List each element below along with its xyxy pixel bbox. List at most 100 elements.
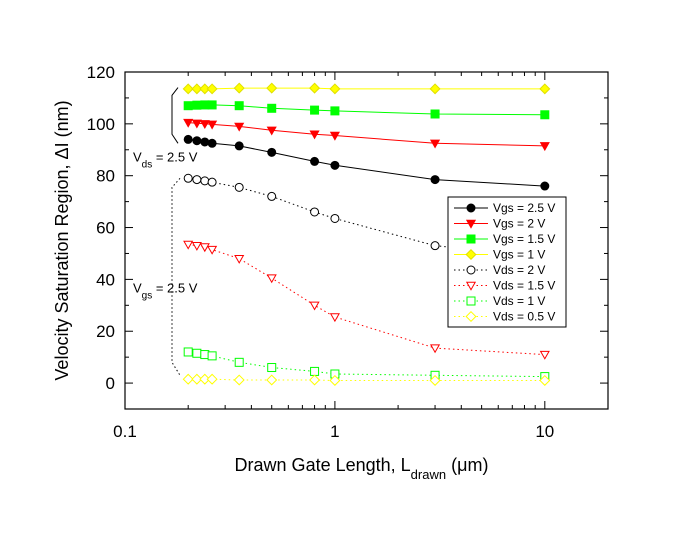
data-point bbox=[192, 348, 202, 358]
data-point bbox=[266, 82, 278, 94]
data-point bbox=[539, 350, 550, 360]
data-point bbox=[191, 119, 202, 129]
data-point bbox=[429, 344, 441, 354]
vds-bracket bbox=[171, 87, 179, 144]
data-point bbox=[191, 83, 203, 95]
data-point bbox=[192, 136, 202, 146]
data-point bbox=[539, 83, 551, 95]
data-point bbox=[183, 173, 193, 183]
y-tick-label: 80 bbox=[96, 167, 115, 186]
data-point bbox=[330, 160, 340, 170]
data-point bbox=[309, 301, 320, 311]
axes: 0 20 40 60 80 100 120 0.1 1 10 Drawn Gate Length, … bbox=[52, 63, 609, 482]
series-line-vds-2-v bbox=[188, 177, 545, 257]
data-point bbox=[191, 373, 203, 385]
legend-marker bbox=[465, 248, 477, 261]
data-point bbox=[429, 139, 441, 149]
data-point bbox=[267, 363, 277, 373]
data-point bbox=[207, 138, 217, 148]
data-point bbox=[207, 351, 217, 361]
legend-label: Vds = 1 V bbox=[493, 294, 545, 308]
series-line-vgs-2-v bbox=[188, 122, 545, 147]
data-point bbox=[267, 191, 277, 201]
plot-frame bbox=[124, 71, 609, 410]
y-tick-label: 40 bbox=[96, 270, 115, 289]
data-point bbox=[183, 134, 193, 144]
legend-entry-vgs-2-v: Vgs = 2 V bbox=[454, 217, 545, 231]
data-point bbox=[183, 118, 194, 128]
series-vgs-2-5-v bbox=[183, 134, 550, 191]
data-point bbox=[329, 131, 340, 141]
data-point bbox=[539, 374, 551, 386]
data-point bbox=[183, 240, 194, 250]
data-point bbox=[266, 274, 277, 284]
x-tick-label: 0.1 bbox=[113, 422, 137, 441]
legend-marker bbox=[465, 219, 477, 229]
x-axis-title: Drawn Gate Length, Ldrawn (μm) bbox=[235, 455, 489, 482]
data-point bbox=[429, 83, 441, 95]
data-point bbox=[330, 213, 340, 223]
series-vgs-1-v bbox=[182, 82, 551, 95]
series-vgs-2-v bbox=[183, 118, 550, 152]
data-point bbox=[206, 83, 218, 95]
data-point bbox=[234, 141, 244, 151]
data-point bbox=[267, 147, 277, 157]
data-point bbox=[183, 101, 193, 111]
series-layer bbox=[182, 82, 551, 386]
data-point bbox=[182, 83, 194, 95]
data-point bbox=[191, 241, 202, 251]
data-point bbox=[330, 106, 340, 116]
annotation-vds: Vds = 2.5 V bbox=[133, 149, 198, 170]
legend-entry-vds-1-5-v: Vds = 1.5 V bbox=[454, 279, 555, 293]
data-point bbox=[206, 373, 218, 385]
data-point bbox=[267, 103, 277, 113]
legend-entry-vds-1-v: Vds = 1 V bbox=[454, 294, 545, 308]
series-vds-1-5-v bbox=[183, 240, 550, 360]
data-point bbox=[199, 83, 211, 95]
data-point bbox=[329, 83, 341, 95]
y-axis-title: Velocity Saturation Region, ΔI (nm) bbox=[52, 100, 72, 380]
data-point bbox=[310, 105, 320, 115]
data-point bbox=[207, 177, 217, 187]
data-point bbox=[234, 101, 244, 111]
data-point bbox=[182, 373, 194, 385]
data-point bbox=[199, 243, 210, 253]
legend-marker bbox=[466, 296, 476, 306]
data-point bbox=[234, 182, 244, 192]
series-line-vds-1-v bbox=[188, 351, 545, 378]
legend-label: Vgs = 2.5 V bbox=[493, 201, 555, 215]
data-point bbox=[540, 181, 550, 191]
data-point bbox=[266, 374, 278, 386]
data-point bbox=[199, 373, 211, 385]
legend-entry-vds-2-v: Vds = 2 V bbox=[454, 263, 545, 277]
series-vds-0-5-v bbox=[182, 373, 551, 386]
annotations: Vds = 2.5 V Vgs = 2.5 V bbox=[133, 87, 198, 376]
data-point bbox=[329, 313, 340, 323]
legend-marker bbox=[466, 234, 476, 244]
data-point bbox=[539, 142, 550, 152]
annotation-vgs: Vgs = 2.5 V bbox=[133, 280, 198, 301]
data-point bbox=[266, 126, 277, 136]
data-point bbox=[183, 347, 193, 357]
legend-label: Vds = 1.5 V bbox=[493, 279, 555, 293]
series-vds-2-v bbox=[183, 173, 550, 261]
data-point bbox=[429, 374, 441, 386]
legend-entry-vgs-1-v: Vgs = 1 V bbox=[454, 248, 545, 262]
data-point bbox=[200, 176, 210, 186]
y-tick-label: 60 bbox=[96, 219, 115, 238]
legend-label: Vds = 0.5 V bbox=[493, 310, 555, 324]
data-point bbox=[310, 156, 320, 166]
legend-marker bbox=[465, 281, 477, 291]
x-tick-label: 1 bbox=[330, 422, 339, 441]
data-point bbox=[310, 366, 320, 376]
series-vgs-1-5-v bbox=[183, 100, 550, 120]
data-point bbox=[234, 357, 244, 367]
data-point bbox=[329, 374, 341, 386]
y-tick-label: 120 bbox=[87, 63, 115, 82]
data-point bbox=[430, 241, 440, 251]
data-point bbox=[234, 122, 245, 132]
data-point bbox=[430, 175, 440, 185]
